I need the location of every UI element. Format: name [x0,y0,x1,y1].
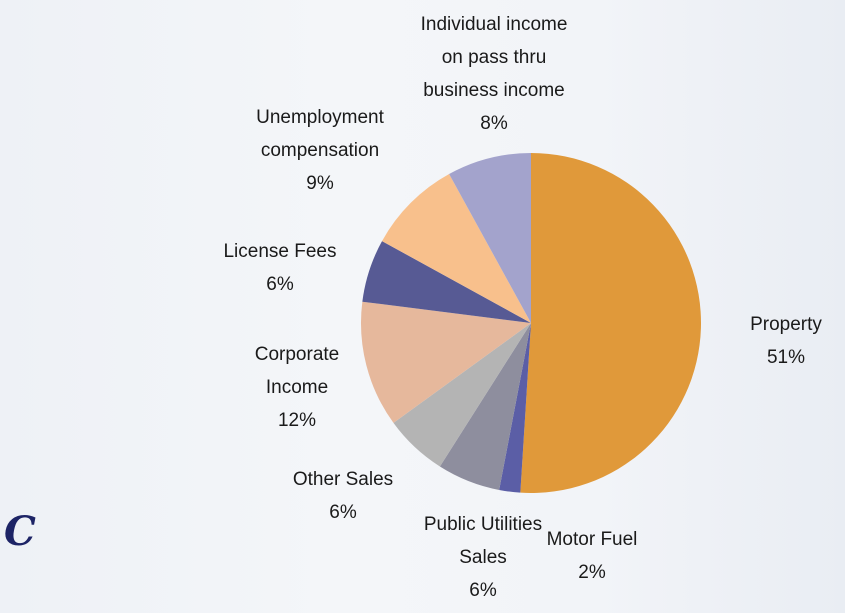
value-label: 6% [469,580,497,601]
category-label: Unemployment compensation [256,107,384,161]
slice-label: Other Sales 6% [273,463,413,529]
slice-label: Individual income on pass thru business … [419,8,569,140]
slice-label: Motor Fuel 2% [527,523,657,589]
category-label: Motor Fuel [546,529,638,550]
category-label: License Fees [223,241,337,262]
category-label: Individual income on pass thru business … [420,14,568,101]
pie-slice [382,174,531,323]
value-label: 6% [266,274,294,295]
category-label: Corporate Income [254,344,340,398]
slice-label: Property 51% [726,308,845,374]
value-label: 8% [480,113,508,134]
pie-slice [361,301,531,423]
category-label: Public Utilities Sales [423,514,543,568]
category-label: Property [750,314,822,335]
value-label: 51% [766,347,806,368]
slice-label: Corporate Income 12% [242,338,352,437]
pie-slice [449,153,531,323]
slice-label: Public Utilities Sales 6% [403,508,563,607]
value-label: 6% [329,502,357,523]
value-label: 2% [578,562,606,583]
pie-slice [362,241,531,323]
pie-slice [439,323,531,490]
value-label: 12% [277,410,317,431]
value-label: 9% [306,173,334,194]
pie-slice [520,153,701,493]
slice-label: License Fees 6% [210,235,350,301]
pie-slice [499,323,531,493]
slice-label: Unemployment compensation 9% [250,101,390,200]
pie-slice [393,323,531,467]
category-label: Other Sales [292,469,394,490]
annotation: C [4,508,36,555]
